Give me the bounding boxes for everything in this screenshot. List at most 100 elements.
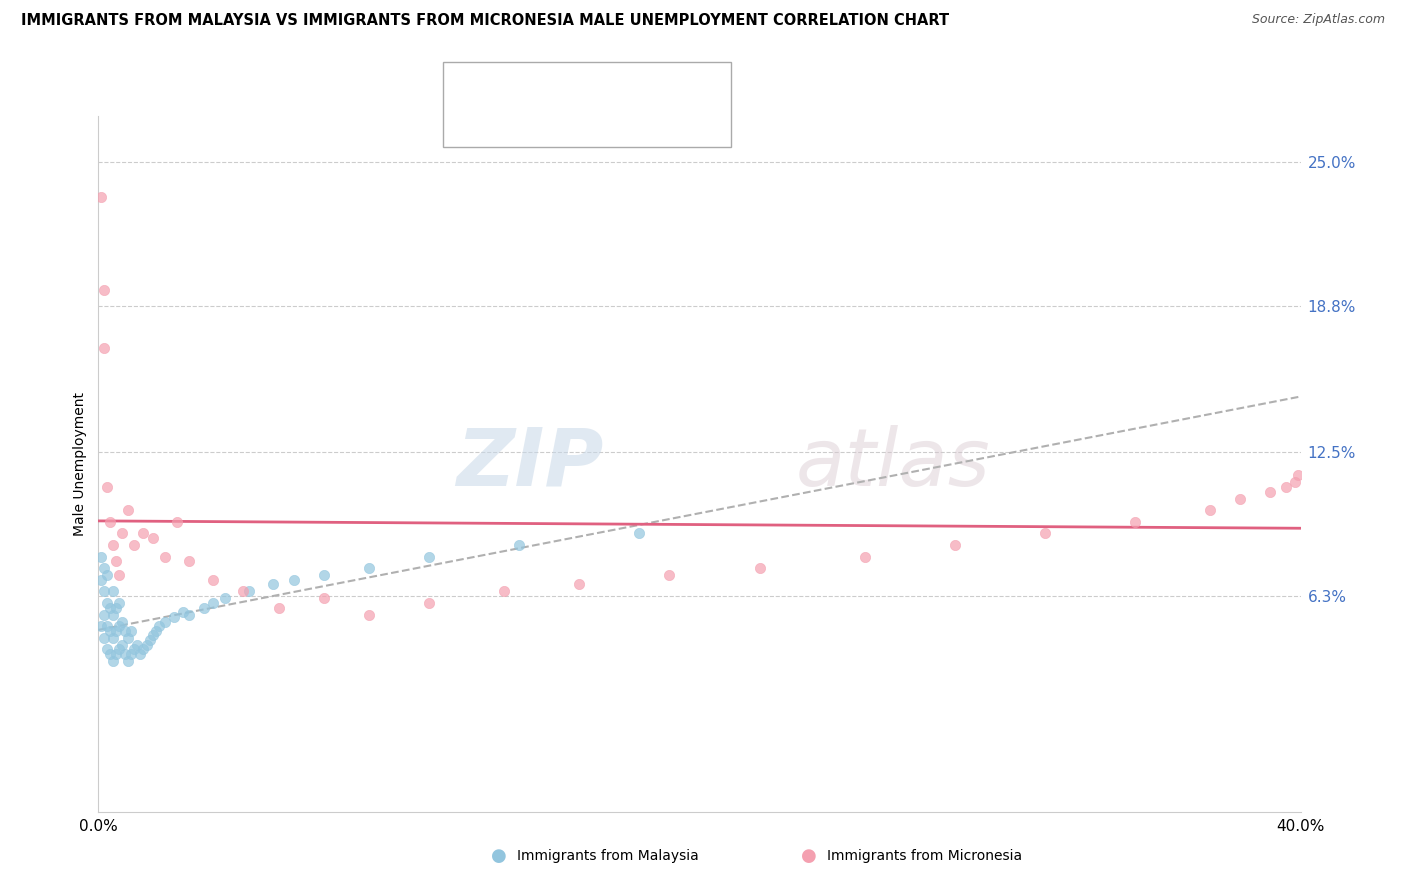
Text: Source: ZipAtlas.com: Source: ZipAtlas.com [1251,13,1385,27]
Point [93,631,115,645]
Point [114,624,136,638]
Point [103,607,125,622]
Text: Immigrants from Micronesia: Immigrants from Micronesia [827,849,1022,863]
Point [141,628,163,642]
Point [853,549,876,564]
Point [127,638,149,652]
Point [494,584,516,599]
Point [201,573,224,587]
Point [117,654,139,668]
Point [1123,515,1146,529]
Point [658,568,681,582]
Point [111,615,134,629]
Point [108,642,131,657]
Point [108,568,131,582]
Point [129,647,152,661]
Point [267,600,290,615]
Point [103,654,125,668]
Point [96,568,118,582]
Text: atlas: atlas [796,425,990,503]
Point [90,190,112,204]
Point [100,515,122,529]
Point [177,607,200,622]
Text: ZIP: ZIP [456,425,603,503]
Point [100,600,122,615]
Point [312,591,335,606]
Point [93,561,115,575]
Point [201,596,224,610]
Point [132,526,155,541]
Point [232,584,254,599]
Point [96,642,118,657]
Point [748,561,770,575]
Point [1199,503,1222,517]
Point [90,573,112,587]
Point [1284,475,1306,490]
Point [93,584,115,599]
Point [90,549,112,564]
Point [100,624,122,638]
Point [283,573,305,587]
Text: ■: ■ [457,77,475,95]
Point [93,283,115,297]
Point [105,647,128,661]
Point [357,561,380,575]
Point [153,615,176,629]
Text: ●: ● [800,847,817,865]
Point [117,631,139,645]
Point [105,554,128,568]
Point [141,531,163,545]
Point [103,538,125,552]
Point [193,600,215,615]
Point [121,624,143,638]
Point [111,526,134,541]
Point [357,607,380,622]
Point [145,624,167,638]
Point [166,515,188,529]
Point [108,619,131,633]
Point [418,549,440,564]
Point [172,605,194,619]
Point [1286,468,1309,483]
Text: R =  0.197   N = 36: R = 0.197 N = 36 [485,117,644,130]
Point [96,619,118,633]
Point [90,619,112,633]
Point [138,633,160,648]
Point [114,647,136,661]
Point [1260,484,1282,499]
Point [105,624,128,638]
Point [93,341,115,355]
Text: ■: ■ [457,114,475,133]
Y-axis label: Male Unemployment: Male Unemployment [73,392,87,536]
Point [117,503,139,517]
Point [148,619,170,633]
Text: R =  0.080   N = 56: R = 0.080 N = 56 [485,79,644,93]
Point [262,577,284,591]
Point [214,591,236,606]
Point [96,480,118,494]
Point [628,526,651,541]
Point [103,584,125,599]
Point [312,568,335,582]
Text: Immigrants from Malaysia: Immigrants from Malaysia [517,849,699,863]
Text: IMMIGRANTS FROM MALAYSIA VS IMMIGRANTS FROM MICRONESIA MALE UNEMPLOYMENT CORRELA: IMMIGRANTS FROM MALAYSIA VS IMMIGRANTS F… [21,13,949,29]
Point [568,577,591,591]
Point [103,631,125,645]
Point [111,638,134,652]
Point [1033,526,1056,541]
Point [135,638,157,652]
Point [418,596,440,610]
Point [108,596,131,610]
Point [177,554,200,568]
Point [508,538,530,552]
Point [162,610,184,624]
Point [238,584,260,599]
Point [105,600,128,615]
Point [93,607,115,622]
Point [943,538,966,552]
Point [96,596,118,610]
Point [1274,480,1296,494]
Point [124,538,146,552]
Point [100,647,122,661]
Point [1229,491,1251,506]
